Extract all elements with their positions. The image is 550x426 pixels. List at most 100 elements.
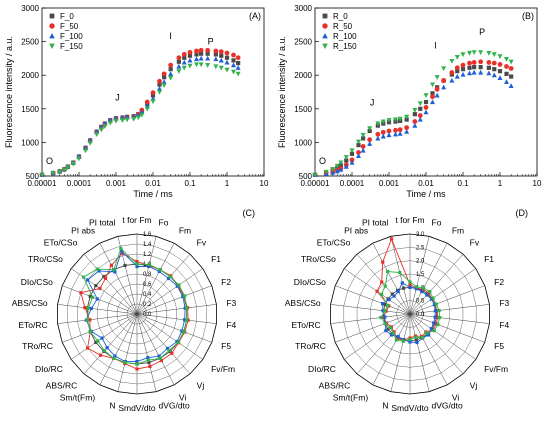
- data-point: [492, 67, 497, 72]
- data-point: [423, 109, 429, 115]
- radar-point: [81, 275, 86, 279]
- series-R_100: [312, 69, 514, 177]
- data-point: [94, 132, 100, 138]
- data-point: [386, 132, 392, 138]
- y-tick-label: 1000: [294, 138, 312, 147]
- data-point: [404, 125, 410, 131]
- radar-point: [386, 327, 390, 331]
- radar-point: [185, 318, 189, 322]
- radar-point: [88, 294, 92, 298]
- radar-point: [432, 329, 436, 333]
- data-point: [312, 172, 318, 178]
- radar-point: [135, 264, 139, 269]
- data-point: [356, 142, 361, 148]
- data-point: [423, 99, 429, 105]
- data-point: [113, 118, 119, 124]
- radar-axis-label: ABS/RC: [46, 380, 78, 390]
- radar-tick-label: 1.4: [143, 242, 152, 248]
- radar-point: [408, 280, 412, 284]
- data-point: [213, 52, 218, 57]
- radar-axis-label: dVG/dto: [159, 400, 190, 410]
- data-point: [176, 63, 182, 69]
- data-point: [213, 48, 219, 54]
- x-tick-label: 1: [498, 179, 503, 188]
- data-point: [455, 69, 460, 74]
- radar-point: [158, 356, 162, 360]
- x-tick-label: 0.001: [379, 179, 400, 188]
- y-tick-label: 2000: [21, 71, 39, 80]
- legend-marker: [49, 33, 55, 39]
- radar-point: [437, 308, 441, 313]
- radar-point: [425, 331, 429, 335]
- radar-point: [113, 270, 117, 274]
- data-point: [102, 124, 108, 129]
- radar-axis-label: TRo/CSo: [28, 254, 63, 264]
- data-point: [491, 60, 497, 66]
- data-point: [478, 65, 483, 70]
- radar-point: [420, 336, 424, 340]
- data-point: [504, 79, 510, 85]
- data-point: [344, 158, 349, 163]
- y-tick-label: 3000: [294, 4, 312, 13]
- radar-point: [432, 303, 437, 307]
- radar-point: [159, 358, 163, 363]
- data-point: [423, 105, 429, 110]
- radar-spoke: [409, 268, 476, 315]
- radar-spoke: [136, 243, 175, 315]
- radar-point: [432, 321, 436, 325]
- radar-spoke: [335, 285, 411, 315]
- phase-label: P: [208, 36, 214, 46]
- radar-axis-label: F1: [484, 254, 494, 264]
- legend-label: R_150: [333, 42, 357, 51]
- data-point: [417, 116, 423, 122]
- radar-spoke: [390, 313, 411, 392]
- radar-series-F_150: [81, 246, 189, 366]
- radar-point: [389, 333, 394, 337]
- radar-axis-label: F3: [226, 298, 236, 308]
- radar-spoke: [409, 313, 490, 324]
- data-point: [218, 65, 224, 71]
- data-point: [349, 151, 355, 156]
- radar-spoke: [136, 253, 191, 315]
- data-point: [181, 59, 187, 65]
- data-point: [61, 167, 67, 173]
- radar-point: [112, 268, 116, 272]
- data-point: [504, 56, 510, 62]
- data-point: [205, 63, 211, 68]
- data-point: [404, 114, 410, 120]
- y-tick-label: 2500: [294, 38, 312, 47]
- radar-axis-label: Sm/t(Fm): [333, 393, 369, 403]
- data-point: [417, 113, 423, 118]
- data-point: [218, 49, 224, 55]
- radar-tick-label: 0.8: [143, 272, 152, 278]
- data-point: [509, 74, 514, 79]
- radar-point: [380, 280, 384, 284]
- data-point: [467, 50, 473, 56]
- data-point: [181, 51, 187, 57]
- data-point: [231, 58, 236, 63]
- radar-tick-label: 0.0: [143, 312, 152, 318]
- panel-b: 0.00001 0.0001 0.001 0.01 0.1 1 10 500 1000 1500 2…: [277, 4, 542, 199]
- radar-point: [183, 294, 187, 298]
- radar-point: [102, 349, 107, 353]
- data-point: [199, 51, 204, 56]
- radar-point: [379, 315, 383, 320]
- radar-axis-label: ABS/CSo: [12, 298, 48, 308]
- radar-point: [135, 367, 139, 371]
- radar-point: [176, 340, 180, 345]
- data-point: [486, 70, 492, 76]
- radar-spoke: [57, 304, 138, 315]
- radar-tick-label: 0.5: [416, 299, 425, 305]
- radar-axis-label: N: [109, 400, 115, 410]
- radar-spoke: [136, 313, 212, 343]
- radar-axis-label: N: [382, 400, 388, 410]
- radar-series-F_100: [84, 249, 187, 364]
- radar-spoke: [330, 313, 411, 324]
- radar-point: [414, 338, 418, 342]
- panel-d: 0.0 0.5 1.0 1.5 2.0 2.5 3.0 t for Fm Fo Fm Fv F1 F2 F…: [285, 208, 528, 413]
- data-point: [375, 131, 381, 137]
- radar-tick-label: 1.2: [143, 252, 152, 258]
- radar-point: [383, 284, 387, 288]
- data-point: [471, 69, 477, 75]
- data-point: [231, 69, 237, 75]
